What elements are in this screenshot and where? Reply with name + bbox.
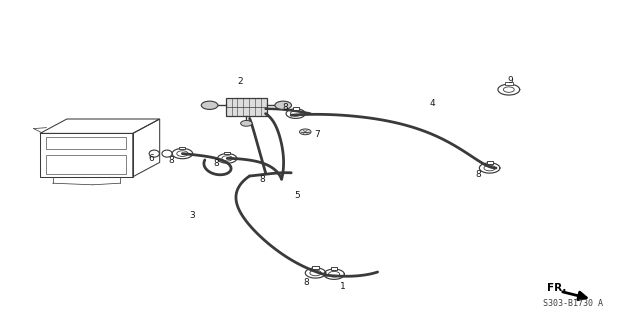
Text: FR.: FR. — [547, 283, 566, 293]
FancyBboxPatch shape — [293, 107, 298, 109]
Bar — [226, 98, 268, 116]
Text: 1: 1 — [340, 282, 345, 291]
Text: 9: 9 — [508, 76, 513, 85]
Text: 5: 5 — [295, 191, 300, 200]
Text: 3: 3 — [189, 212, 195, 220]
Bar — [505, 82, 513, 85]
FancyBboxPatch shape — [331, 267, 337, 270]
Bar — [47, 137, 127, 149]
Text: 8: 8 — [476, 170, 481, 179]
Circle shape — [275, 101, 292, 109]
Text: 8: 8 — [169, 156, 174, 165]
Text: 8: 8 — [303, 278, 308, 287]
Circle shape — [241, 120, 252, 126]
Text: 7: 7 — [314, 130, 319, 139]
Text: S303-B1730 A: S303-B1730 A — [543, 299, 603, 308]
Circle shape — [300, 129, 311, 135]
Text: 2: 2 — [237, 77, 243, 86]
Text: 4: 4 — [429, 100, 435, 108]
Text: 6: 6 — [149, 154, 154, 163]
FancyBboxPatch shape — [486, 161, 493, 164]
Text: 8: 8 — [260, 175, 265, 184]
Circle shape — [202, 101, 218, 109]
Bar — [47, 155, 127, 173]
FancyBboxPatch shape — [312, 266, 319, 268]
FancyBboxPatch shape — [225, 152, 230, 154]
FancyBboxPatch shape — [179, 147, 186, 149]
Text: 8: 8 — [282, 103, 287, 112]
Text: 8: 8 — [214, 159, 219, 168]
